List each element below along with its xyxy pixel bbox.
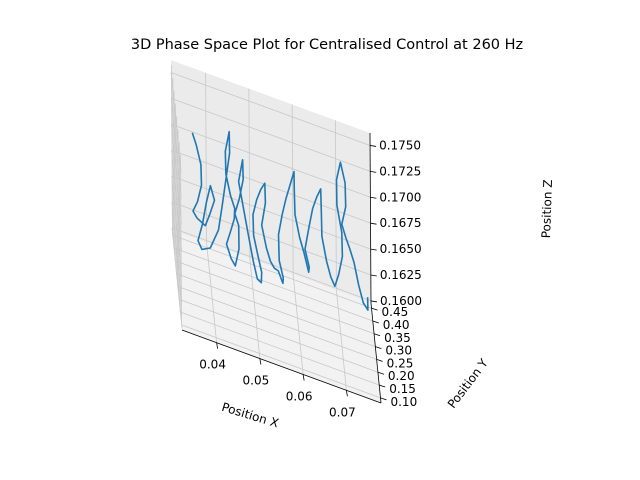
x-tick <box>216 342 219 349</box>
grid-line-x <box>206 242 218 343</box>
axis-edge <box>369 132 372 304</box>
grid-line-y <box>180 311 380 386</box>
y-tick <box>375 346 382 349</box>
x-tick-label: 0.04 <box>199 358 226 372</box>
grid-line-y <box>174 260 375 335</box>
x-axis-label: Position X <box>220 400 280 431</box>
grid-line-y <box>172 234 372 309</box>
y-tick <box>377 371 385 375</box>
z-tick <box>370 170 377 173</box>
y-tick-label: 0.20 <box>388 369 415 383</box>
grid-line-z <box>171 150 182 251</box>
grid-lines <box>170 65 381 399</box>
grid-line-x <box>249 258 261 359</box>
y-axis-label: Position Y <box>445 356 491 411</box>
y-tick <box>380 397 387 401</box>
grid-line-y <box>181 324 381 399</box>
axis-panes <box>171 60 381 403</box>
grid-line-y <box>176 273 376 347</box>
grid-line-y <box>177 286 377 360</box>
grid-line-z <box>171 201 183 303</box>
y-tick <box>372 320 379 324</box>
x-tick-label: 0.05 <box>243 374 270 388</box>
y-tick-label: 0.25 <box>387 356 414 370</box>
y-tick <box>376 359 383 362</box>
chart-title: 3D Phase Space Plot for Centralised Cont… <box>131 37 523 53</box>
y-tick-label: 0.40 <box>383 318 410 332</box>
grid-line-z <box>171 227 183 328</box>
z-tick-label: 0.1650 <box>380 242 422 256</box>
z-axis-label: Position Z <box>539 179 555 238</box>
y-tick-label: 0.10 <box>390 395 417 409</box>
grid-line-z <box>171 175 371 250</box>
y-tick-label: 0.15 <box>389 382 416 396</box>
x-tick-label: 0.07 <box>329 405 356 419</box>
z-tick-label: 0.1625 <box>380 268 422 282</box>
back-pane <box>171 60 371 303</box>
trajectory-series <box>191 130 369 311</box>
z-tick-label: 0.1750 <box>379 138 421 152</box>
grid-line-x <box>335 290 347 391</box>
z-tick <box>370 145 377 147</box>
grid-line-y <box>178 298 379 373</box>
x-tick-label: 0.06 <box>286 389 313 403</box>
y-tick <box>371 307 378 311</box>
tick-labels: 0.04 0.05 0.06 0.07 0.100.150.200.250.300.35… <box>199 138 422 419</box>
x-tick <box>345 390 348 397</box>
z-tick <box>370 300 378 303</box>
axis-edges <box>181 132 382 404</box>
axis-edge <box>181 329 382 404</box>
x-tick <box>259 358 262 365</box>
grid-line-z <box>171 176 183 277</box>
axis-edge <box>370 302 382 404</box>
z-tick <box>370 196 377 199</box>
grid-line-y <box>173 247 373 322</box>
x-tick <box>302 374 305 381</box>
y-tick-label: 0.30 <box>385 344 412 358</box>
z-tick <box>370 274 377 277</box>
grid-line-z <box>170 72 371 146</box>
trajectory-line <box>191 130 369 311</box>
grid-line-z <box>171 97 371 172</box>
y-tick <box>379 384 386 388</box>
z-tick-label: 0.1700 <box>379 190 421 204</box>
z-tick-label: 0.1600 <box>380 294 422 308</box>
floor-pane <box>172 230 381 403</box>
y-tick <box>373 333 381 337</box>
z-tick <box>370 248 377 251</box>
y-tick-label: 0.35 <box>384 331 411 345</box>
y-tick-label: 0.45 <box>382 305 409 319</box>
grid-line-z <box>170 124 182 225</box>
grid-line-z <box>170 98 182 199</box>
z-tick-label: 0.1725 <box>379 164 421 178</box>
tick-marks <box>216 145 387 401</box>
z-tick <box>370 222 377 225</box>
grid-line-x <box>292 274 304 375</box>
grid-line-z <box>170 72 182 173</box>
z-tick-label: 0.1675 <box>380 216 422 230</box>
